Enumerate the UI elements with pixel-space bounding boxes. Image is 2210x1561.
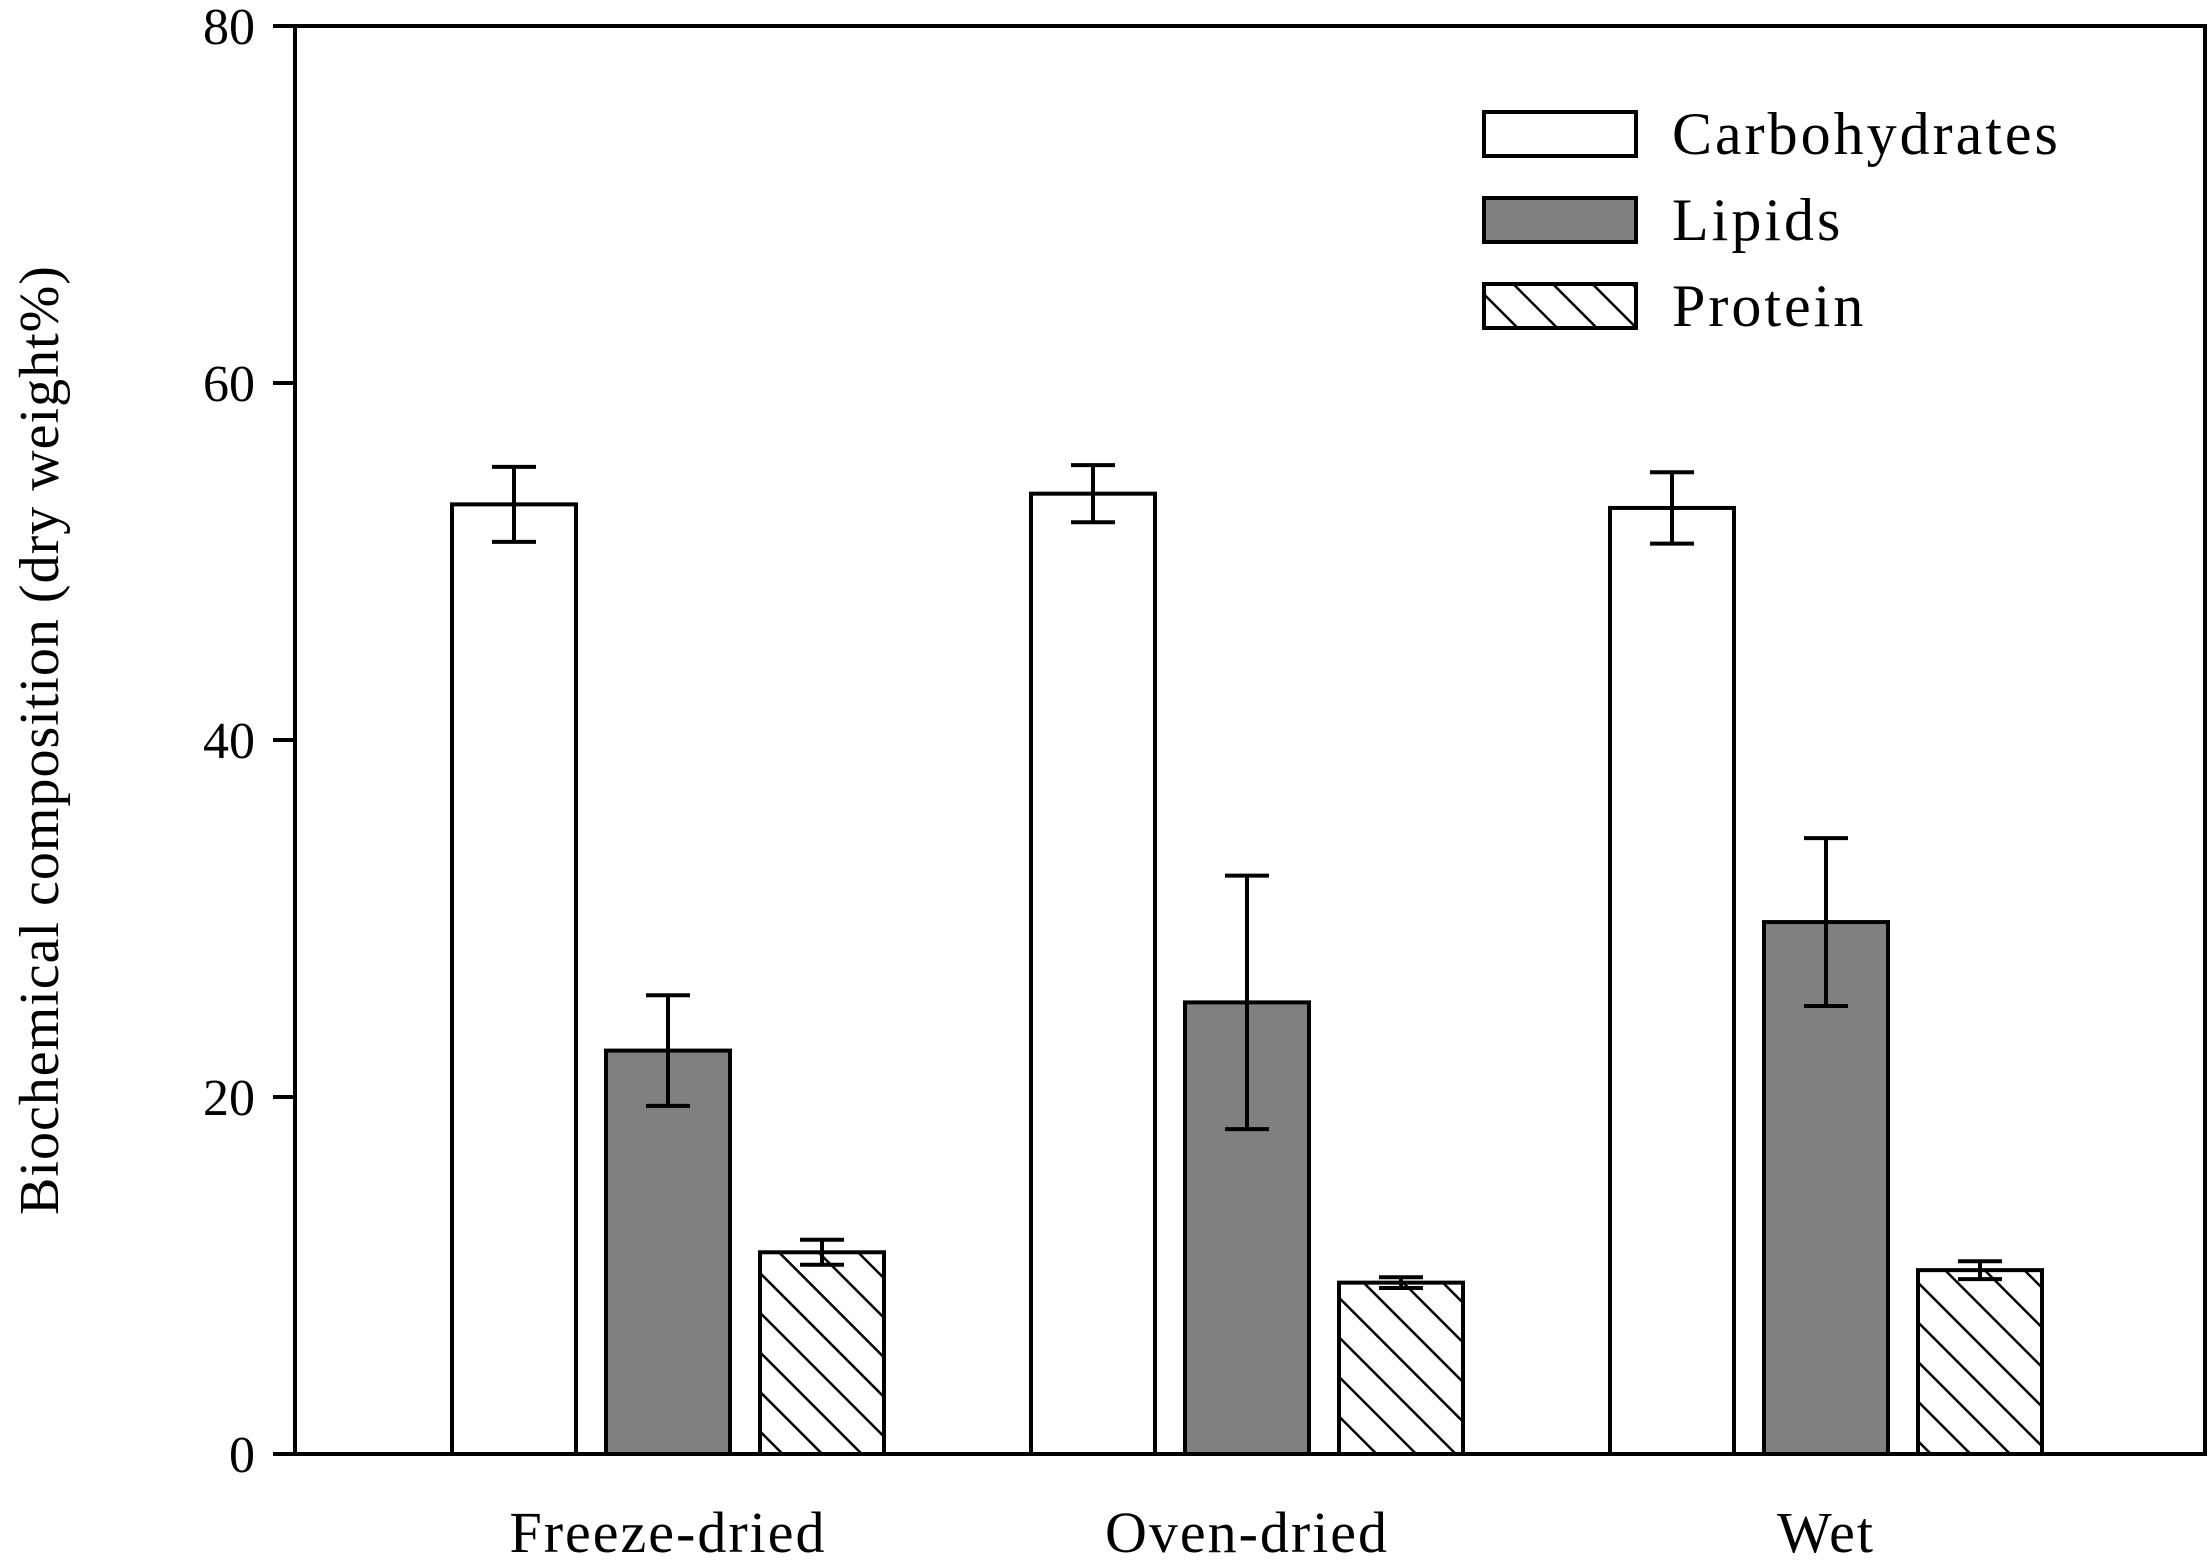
legend-swatch-lipids	[1482, 196, 1638, 244]
x-category-label: Oven-dried	[1105, 1500, 1389, 1561]
x-category-labels-layer: Freeze-dried Oven-dried Wet	[509, 1500, 1875, 1561]
y-tick-label: 20	[203, 1070, 255, 1127]
bar-carbohydrates-wet	[1608, 505, 1736, 1456]
y-tick-label: 0	[229, 1427, 255, 1484]
y-ticks-layer: 0 20 40 60 80	[203, 0, 295, 1484]
bar-protein-freeze-dried	[758, 1250, 886, 1457]
bar-protein-wet	[1916, 1268, 2044, 1457]
bar-protein-oven-dried	[1337, 1280, 1465, 1457]
legend: Carbohydrates Lipids Protein	[1482, 101, 2061, 339]
bars-layer	[450, 491, 2044, 1457]
y-tick-label: 60	[203, 356, 255, 413]
legend-label-protein: Protein	[1672, 273, 1866, 339]
x-category-label: Freeze-dried	[509, 1500, 826, 1561]
error-bars-layer	[492, 463, 2002, 1290]
x-category-label: Wet	[1777, 1500, 1875, 1561]
bar-carbohydrates-freeze-dried	[450, 502, 578, 1456]
y-tick-label: 40	[203, 713, 255, 770]
bar-carbohydrates-oven-dried	[1029, 491, 1157, 1457]
legend-swatch-protein	[1482, 282, 1638, 330]
legend-label-lipids: Lipids	[1672, 187, 1843, 253]
bar-lipids-wet	[1762, 920, 1890, 1456]
legend-label-carbohydrates: Carbohydrates	[1672, 101, 2061, 167]
y-tick-label: 80	[203, 0, 255, 56]
legend-swatch-carbohydrates	[1482, 110, 1638, 158]
bar-lipids-freeze-dried	[604, 1048, 732, 1456]
y-axis-label: Biochemical composition (dry weight%)	[9, 265, 71, 1215]
